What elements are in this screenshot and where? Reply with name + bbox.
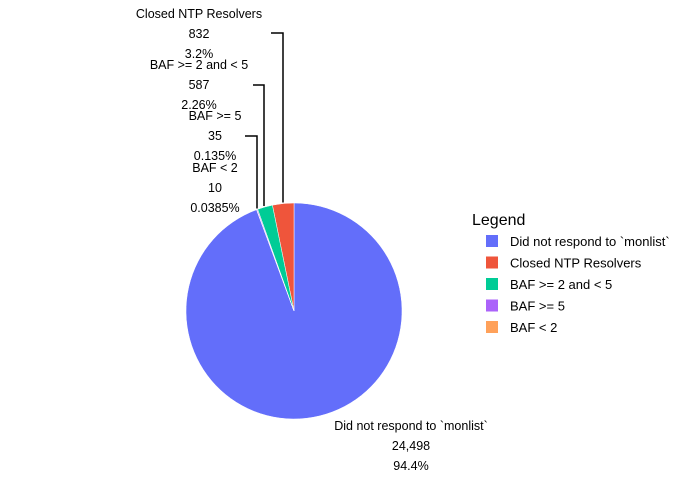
slice-label-baf-2: BAF < 2 10 0.0385% xyxy=(190,161,239,215)
slice-label-value-text: 24,498 xyxy=(392,439,430,453)
slice-label-label: BAF < 2 xyxy=(192,161,238,175)
slice-label-did-not-respond-to-monlist: Did not respond to `monlist` 24,498 94.4% xyxy=(334,419,488,473)
legend-swatch xyxy=(486,235,498,247)
leader-lines xyxy=(245,32,284,209)
leader-line-closed-ntp-resolvers xyxy=(271,32,284,203)
leader-line-baf-5 xyxy=(245,135,258,209)
slice-label-label: Did not respond to `monlist` xyxy=(334,419,488,433)
slice-label-percent-text: 94.4% xyxy=(393,459,428,473)
slice-label-value-text: 587 xyxy=(189,78,210,92)
slice-label-value-text: 35 xyxy=(208,129,222,143)
legend-swatch xyxy=(486,278,498,290)
legend-item-closed-ntp-resolvers[interactable]: Closed NTP Resolvers xyxy=(486,256,642,271)
leader-line-baf-2-and-5 xyxy=(253,84,265,206)
slice-label-baf-2-and-5: BAF >= 2 and < 5 587 2.26% xyxy=(150,58,248,112)
legend-title: Legend xyxy=(472,212,525,229)
slice-label-label: Closed NTP Resolvers xyxy=(136,7,262,21)
slice-label-value-text: 10 xyxy=(208,181,222,195)
legend-label: BAF >= 5 xyxy=(510,299,565,314)
slice-label-baf-5: BAF >= 5 35 0.135% xyxy=(189,109,242,163)
slice-label-percent-text: 3.2% xyxy=(185,47,214,61)
legend: Legend Did not respond to `monlist` Close… xyxy=(472,212,670,335)
slice-label-closed-ntp-resolvers: Closed NTP Resolvers 832 3.2% xyxy=(136,7,262,61)
slice-labels: Closed NTP Resolvers 832 3.2%BAF >= 2 and … xyxy=(136,7,488,473)
legend-swatch xyxy=(486,321,498,333)
slice-label-percent-text: 0.0385% xyxy=(190,201,239,215)
legend-item-baf-2-and-5[interactable]: BAF >= 2 and < 5 xyxy=(486,277,612,292)
pie-slices xyxy=(185,202,403,420)
legend-items: Did not respond to `monlist` Closed NTP R… xyxy=(486,234,670,335)
slice-label-percent-text: 0.135% xyxy=(194,149,236,163)
legend-item-did-not-respond-to-monlist[interactable]: Did not respond to `monlist` xyxy=(486,234,670,249)
legend-item-baf-5[interactable]: BAF >= 5 xyxy=(486,299,565,314)
slice-label-label: BAF >= 2 and < 5 xyxy=(150,58,248,72)
slice-baf-2 xyxy=(256,209,295,312)
slice-label-percent-text: 2.26% xyxy=(181,98,216,112)
legend-item-baf-2[interactable]: BAF < 2 xyxy=(486,320,557,335)
legend-swatch xyxy=(486,299,498,312)
legend-label: Closed NTP Resolvers xyxy=(510,256,642,271)
legend-label: BAF >= 2 and < 5 xyxy=(510,277,612,292)
legend-swatch xyxy=(486,256,498,269)
slice-label-value-text: 832 xyxy=(189,27,210,41)
legend-label: Did not respond to `monlist` xyxy=(510,234,670,249)
slice-label-label: BAF >= 5 xyxy=(189,109,242,123)
legend-label: BAF < 2 xyxy=(510,320,557,335)
